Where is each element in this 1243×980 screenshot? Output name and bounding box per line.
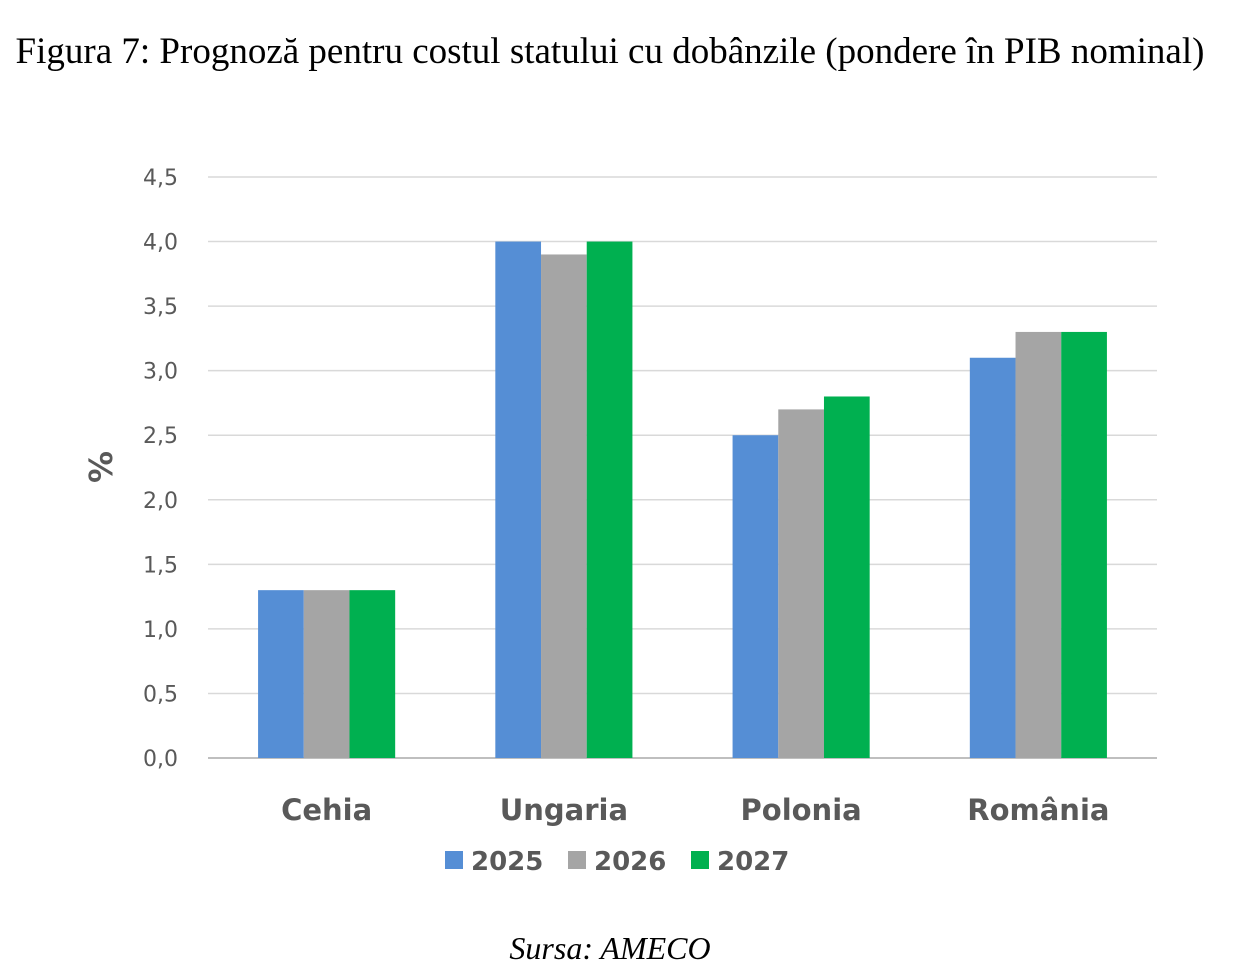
y-tick-label: 4,5 — [143, 166, 178, 191]
bar-ungaria-2025 — [495, 241, 542, 759]
bar-ungaria-2026 — [541, 254, 587, 758]
figure-caption: Figura 7: Prognoză pentru costul statulu… — [15, 31, 1205, 72]
x-category-label: Cehia — [281, 793, 372, 827]
legend-swatch-2025 — [445, 851, 463, 869]
x-category-label: Ungaria — [500, 793, 628, 827]
bar-polonia-2027 — [823, 396, 870, 758]
y-tick-label: 3,5 — [143, 295, 178, 320]
legend-label: 2025 — [471, 847, 543, 877]
bar-ungaria-2027 — [586, 241, 633, 759]
y-tick-label: 3,0 — [143, 360, 178, 385]
y-tick-label: 2,5 — [143, 424, 178, 449]
legend-swatch-2027 — [691, 851, 709, 869]
bar-polonia-2025 — [732, 435, 779, 758]
y-tick-label: 2,0 — [143, 489, 178, 514]
y-tick-label: 1,5 — [143, 553, 178, 578]
bar-cehia-2027 — [349, 590, 396, 758]
bar-românia-2026 — [1015, 331, 1062, 758]
legend-label: 2026 — [594, 847, 666, 877]
x-category-label: România — [967, 793, 1109, 827]
y-axis-label: % — [82, 451, 120, 483]
bar-românia-2025 — [969, 357, 1016, 758]
y-tick-label: 1,0 — [143, 618, 178, 643]
y-tick-label: 0,5 — [143, 682, 178, 707]
legend-swatch-2026 — [568, 851, 586, 869]
bar-românia-2027 — [1061, 331, 1107, 758]
legend-label: 2027 — [717, 847, 789, 877]
x-category-label: Polonia — [741, 793, 862, 827]
y-tick-label: 4,0 — [143, 231, 178, 256]
source-note: Sursa: AMECO — [509, 930, 711, 966]
bar-cehia-2026 — [303, 590, 350, 758]
bar-cehia-2025 — [258, 590, 304, 758]
bar-polonia-2026 — [778, 409, 824, 758]
y-tick-label: 0,0 — [143, 747, 178, 772]
